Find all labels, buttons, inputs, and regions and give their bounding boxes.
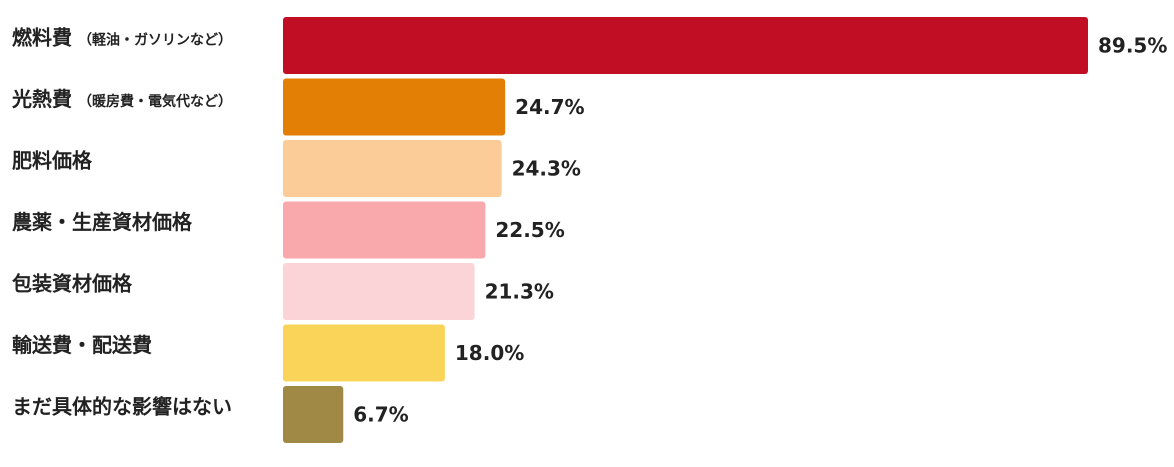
value-label-3: 24.3% bbox=[512, 157, 581, 181]
bar-6 bbox=[283, 324, 445, 382]
value-label-5: 21.3% bbox=[485, 280, 554, 304]
bar-2 bbox=[283, 78, 506, 136]
category-main-2: 光熱費 bbox=[11, 87, 72, 111]
value-label-4: 22.5% bbox=[495, 218, 564, 242]
value-label-7: 6.7% bbox=[353, 403, 408, 427]
category-main-6: 輸送費・配送費 bbox=[12, 333, 152, 357]
category-label-7: まだ具体的な影響はない bbox=[12, 395, 232, 419]
category-label-3: 肥料価格 bbox=[12, 149, 93, 173]
category-main-4: 農薬・生産資材価格 bbox=[12, 210, 193, 234]
category-label-1: 燃料費 （軽油・ガソリンなど） bbox=[12, 26, 232, 50]
category-main-1: 燃料費 bbox=[12, 26, 72, 50]
category-main-7: まだ具体的な影響はない bbox=[12, 395, 232, 419]
bar-4 bbox=[283, 201, 486, 259]
category-label-6: 輸送費・配送費 bbox=[12, 333, 152, 357]
value-label-2: 24.7% bbox=[515, 95, 584, 119]
category-label-5: 包装資材価格 bbox=[12, 272, 133, 296]
bar-7 bbox=[283, 386, 344, 443]
category-note-2: （暖房費・電気代など） bbox=[78, 93, 232, 110]
category-label-4: 農薬・生産資材価格 bbox=[12, 210, 193, 234]
category-label-2: 光熱費 （暖房費・電気代など） bbox=[11, 87, 232, 111]
bar-3 bbox=[283, 140, 502, 197]
value-label-1: 89.5% bbox=[1098, 34, 1167, 58]
bar-5 bbox=[283, 263, 475, 320]
bar-1 bbox=[283, 17, 1088, 74]
value-label-6: 18.0% bbox=[455, 341, 524, 365]
category-note-1: （軽油・ガソリンなど） bbox=[78, 32, 232, 49]
category-main-3: 肥料価格 bbox=[12, 149, 93, 173]
category-main-5: 包装資材価格 bbox=[12, 272, 133, 296]
